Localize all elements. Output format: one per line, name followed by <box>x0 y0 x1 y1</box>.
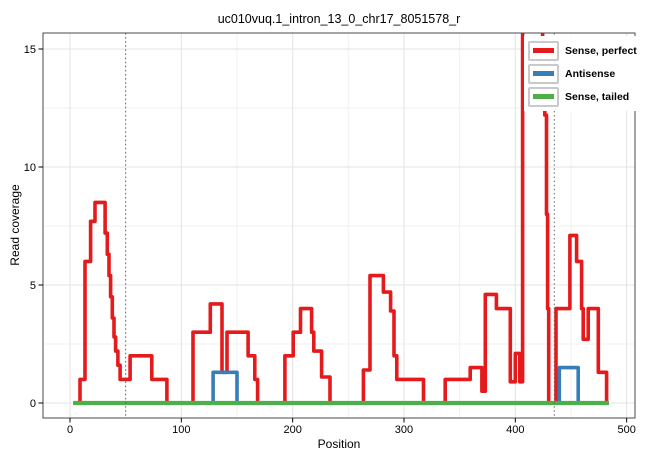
legend-item: Antisense <box>528 62 646 85</box>
sense-perfect-swatch-icon <box>533 48 554 53</box>
svg-text:0: 0 <box>30 398 36 410</box>
legend-key-box <box>528 63 559 84</box>
svg-text:100: 100 <box>172 424 190 436</box>
svg-text:5: 5 <box>30 280 36 292</box>
legend-item-label: Sense, tailed <box>565 90 630 103</box>
legend-key-box <box>528 86 559 107</box>
chart-title: uc010vuq.1_intron_13_0_chr17_8051578_r <box>217 12 461 26</box>
svg-text:0: 0 <box>67 424 73 436</box>
y-axis-label: Read coverage <box>8 184 22 266</box>
x-axis-label: Position <box>317 437 361 451</box>
svg-text:300: 300 <box>395 424 413 436</box>
svg-text:15: 15 <box>24 44 36 56</box>
series-sense-perfect <box>73 33 609 405</box>
legend-item-label: Sense, perfect <box>565 44 637 57</box>
svg-text:10: 10 <box>24 162 36 174</box>
antisense-swatch-icon <box>533 71 554 76</box>
legend-item: Sense, perfect <box>528 39 646 62</box>
sense-tailed-swatch-icon <box>533 94 554 99</box>
svg-text:500: 500 <box>617 424 635 436</box>
legend: Sense, perfect Antisense Sense, tailed <box>524 36 646 111</box>
legend-key-box <box>528 40 559 61</box>
legend-item: Sense, tailed <box>528 85 646 108</box>
svg-text:400: 400 <box>506 424 524 436</box>
svg-text:200: 200 <box>283 424 301 436</box>
legend-item-label: Antisense <box>565 67 616 80</box>
